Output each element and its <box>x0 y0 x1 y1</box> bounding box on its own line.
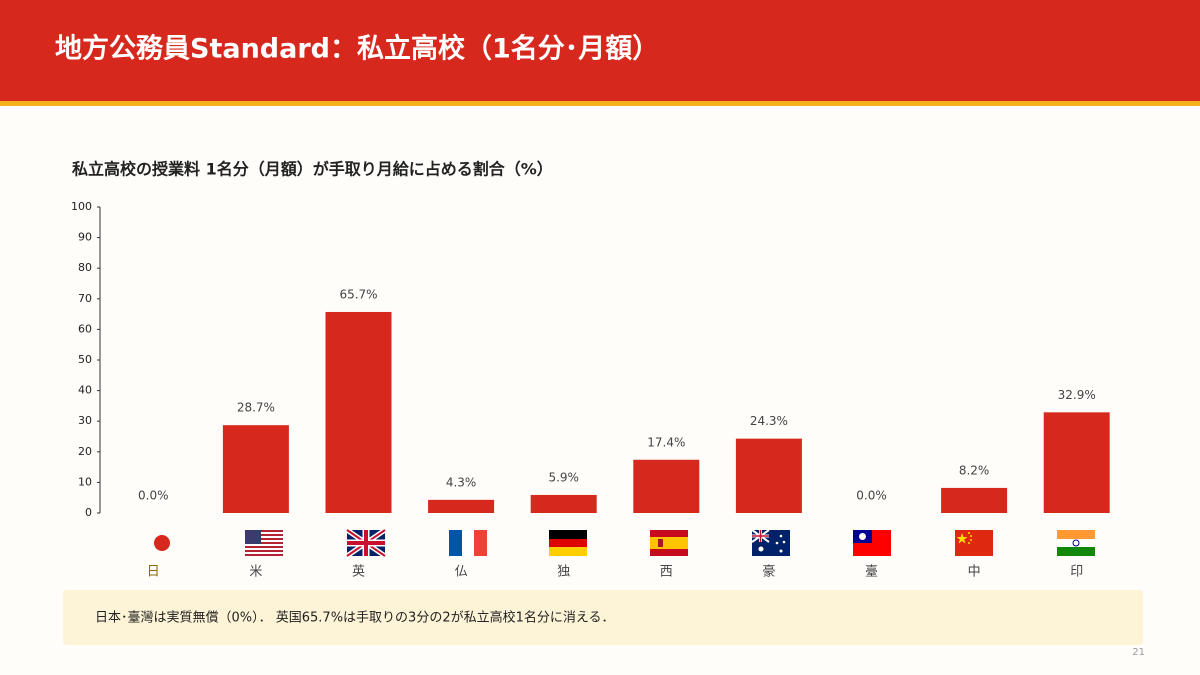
y-tick-label: 40 <box>78 384 92 397</box>
value-label: 0.0% <box>856 489 887 503</box>
x-tick-label: 印 <box>1070 565 1083 580</box>
x-tick-label: 独 <box>557 565 570 580</box>
flag-spain <box>650 530 688 556</box>
flag-australia <box>751 529 790 556</box>
slide-title: 地方公務員Standard：私立高校（1名分･月額） <box>55 33 659 65</box>
value-label: 17.4% <box>647 435 685 449</box>
x-tick-label: 米 <box>249 565 262 580</box>
bar <box>222 425 289 513</box>
bar <box>941 487 1008 513</box>
x-tick-label: 日 <box>147 565 160 580</box>
value-label: 8.2% <box>959 463 990 477</box>
bar <box>530 494 597 513</box>
y-tick-label: 100 <box>71 200 92 213</box>
flag-india <box>1057 530 1095 556</box>
header-stripe <box>0 101 1200 106</box>
flag-taiwan <box>853 530 891 556</box>
bar <box>325 311 392 513</box>
header-bar <box>0 0 1200 101</box>
flag-germany <box>549 530 587 556</box>
value-label: 28.7% <box>237 401 275 415</box>
value-label: 24.3% <box>750 414 788 428</box>
flag-uk <box>345 527 387 559</box>
y-tick-label: 60 <box>78 322 92 335</box>
y-tick-label: 0 <box>85 506 92 519</box>
flag-japan <box>154 535 170 551</box>
value-label: 65.7% <box>339 287 377 301</box>
value-label: 4.3% <box>446 475 477 489</box>
x-tick-label: 仏 <box>455 565 468 580</box>
note: 日本･臺灣は実質無償（0%）． 英国65.7%は手取りの3分の2が私立高校1名分… <box>95 610 614 626</box>
value-label: 5.9% <box>548 470 579 484</box>
y-tick-label: 90 <box>78 231 92 244</box>
value-label: 32.9% <box>1058 388 1096 402</box>
x-tick-label: 臺 <box>865 565 878 580</box>
note-box <box>63 590 1143 645</box>
flag-us <box>245 530 283 556</box>
x-tick-label: 中 <box>968 565 981 580</box>
y-tick-label: 10 <box>78 475 92 488</box>
bar <box>735 438 802 513</box>
value-label: 0.0% <box>138 489 169 503</box>
y-tick-label: 80 <box>78 261 92 274</box>
bar <box>633 459 700 513</box>
y-tick-label: 30 <box>78 414 92 427</box>
bar <box>428 499 495 513</box>
y-tick-label: 70 <box>78 292 92 305</box>
x-tick-label: 豪 <box>762 564 775 580</box>
flag-china <box>955 530 993 556</box>
page-number: 21 <box>1132 647 1145 658</box>
y-tick-label: 50 <box>78 353 92 366</box>
chart-title: 私立高校の授業料 1名分（月額）が手取り月給に占める割合（%） <box>72 160 553 179</box>
flags <box>154 527 1095 559</box>
flag-france <box>449 530 487 556</box>
bar <box>1043 412 1110 513</box>
x-tick-label: 西 <box>660 565 673 580</box>
x-tick-label: 英 <box>352 565 365 580</box>
y-tick-label: 20 <box>78 445 92 458</box>
